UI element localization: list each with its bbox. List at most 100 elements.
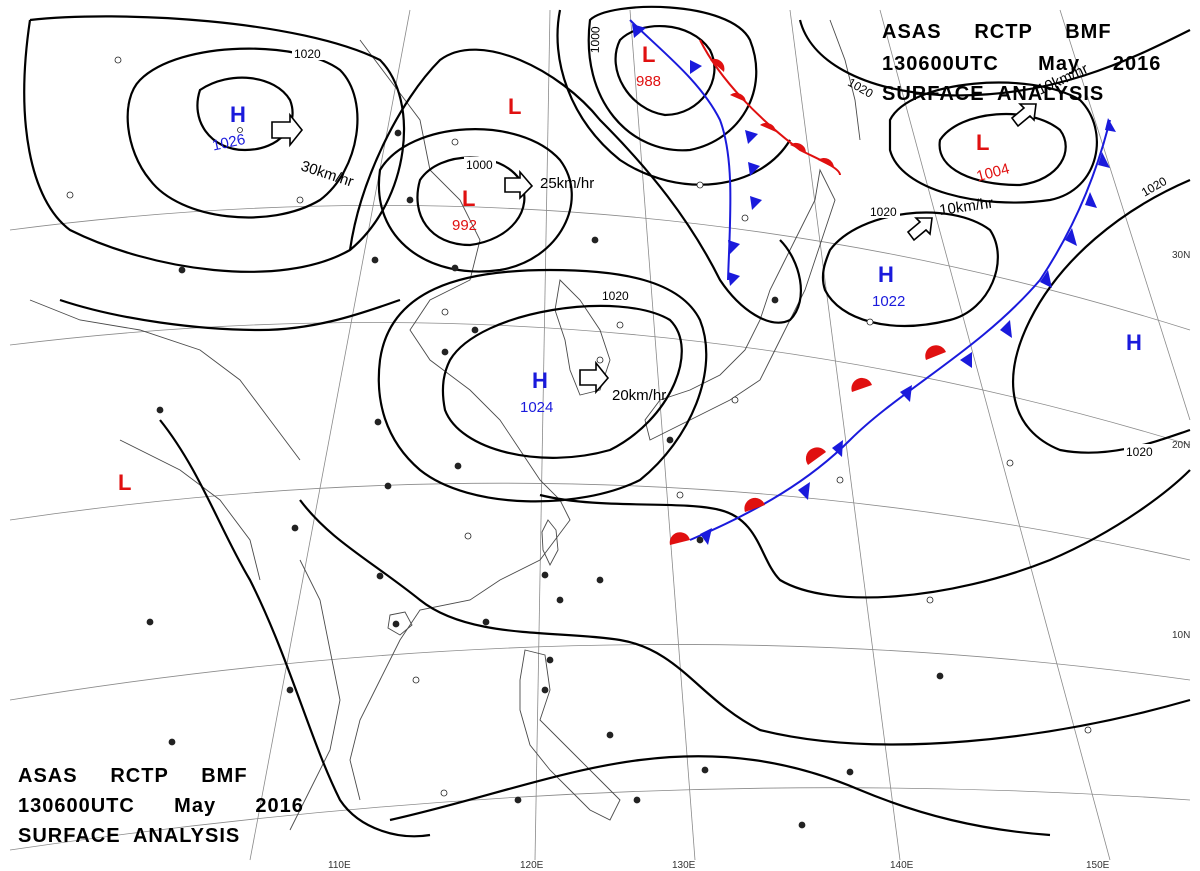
station-marker [546,656,554,664]
high-symbol: H [1126,330,1142,355]
station-marker [451,264,459,272]
isobar [126,47,359,219]
station-marker [374,418,382,426]
station-marker [741,214,749,222]
arrow-icon [1010,103,1037,128]
station-marker [482,618,490,626]
high-center: H 1024 [520,368,553,416]
station-marker [596,576,604,584]
station-marker [541,571,549,579]
isobar [539,469,1191,599]
station-marker [1006,459,1014,467]
speed-label: 30km/hr [299,158,356,191]
station-marker [66,191,74,199]
station-marker [936,672,944,680]
station-marker [156,406,164,414]
station-marker [676,491,684,499]
cold-front-north [629,19,762,286]
high-symbol: H [878,262,894,287]
low-value: 988 [636,73,661,90]
station-marker [606,731,614,739]
isobar [888,81,1098,204]
isobar [821,211,999,327]
isobar [1012,178,1191,454]
station-marker [541,686,549,694]
low-center: L [118,470,131,495]
longitude-tick: 150E [1086,860,1110,871]
high-center: H 1022 [872,262,905,310]
station-marker [926,596,934,604]
station-marker [392,620,400,628]
high-center: H [1126,330,1142,355]
isobar [441,304,683,459]
station-marker [696,181,704,189]
high-symbol: H [532,368,548,393]
longitude-tick: 140E [890,860,914,871]
axis-ticks: 30N 20N 10N 110E 120E 130E 140E 150E [328,250,1190,871]
low-center: L [508,94,521,119]
arrow-icon [579,360,610,395]
movement-arrows [271,103,1037,395]
station-marker [846,768,854,776]
low-value: 992 [452,217,477,234]
isobar-label: 1020 [294,47,321,61]
station-marker [514,796,522,804]
indochina-coast [289,559,341,831]
graticule [9,9,1191,861]
low-center: L 1004 [975,130,1012,185]
isobar-label: 1000 [466,158,493,172]
header-bottom-left: ASAS RCTP BMF 130600UTC May 2016 SURFACE… [18,765,303,847]
latitude-tick: 30N [1172,250,1190,261]
longitude-tick: 120E [520,860,544,871]
arrow-icon [906,217,933,242]
isobar [614,24,716,117]
arrow-icon [504,169,534,200]
pressure-centers: H 1026 H 1024 H 1022 H L 992 L 988 L 100… [118,42,1142,495]
isobar-label: 1020 [845,75,875,101]
low-symbol: L [642,42,655,67]
station-marker [1084,726,1092,734]
high-symbol: H [230,102,246,127]
station-marker [146,618,154,626]
mainland-coast [349,39,571,801]
station-marker [384,482,392,490]
isobar-label: 1020 [870,205,897,219]
isobar-label: 1020 [1139,174,1169,200]
header-top-right: ASAS RCTP BMF 130600UTC May 2016 SURFACE… [882,21,1161,105]
high-value: 1024 [520,399,553,416]
station-marker [291,524,299,532]
station-marker [798,821,806,829]
isobar-label: 1000 [588,26,603,53]
speed-label: 10km/hr [938,195,994,219]
station-marker [836,476,844,484]
isobar-label: 1020 [1126,445,1153,459]
low-center: L 988 [636,42,661,90]
station-marker [454,462,462,470]
station-marker [633,796,641,804]
header-line: 130600UTC May 2016 [882,53,1161,75]
station-marker [556,596,564,604]
isobar [377,128,573,273]
isobar [59,298,401,332]
isobars [23,5,1191,838]
isobar [798,19,1191,97]
station-marker [371,256,379,264]
warm-front-north [699,39,841,176]
station-marker [441,348,449,356]
arrow-icon [271,112,304,148]
station-marker [451,138,459,146]
header-line: ASAS RCTP BMF [882,21,1112,43]
station-marker [376,572,384,580]
taiwan-coast [541,519,559,567]
station-plots [66,56,1092,829]
station-marker [596,356,604,364]
high-value: 1026 [211,131,247,155]
low-symbol: L [462,186,475,211]
station-marker [696,536,704,544]
hainan-coast [387,611,413,636]
japan-coast [644,168,836,441]
high-center: H 1026 [211,102,247,155]
header-line: SURFACE ANALYSIS [18,825,240,847]
isobar [299,499,1191,746]
station-marker [168,738,176,746]
